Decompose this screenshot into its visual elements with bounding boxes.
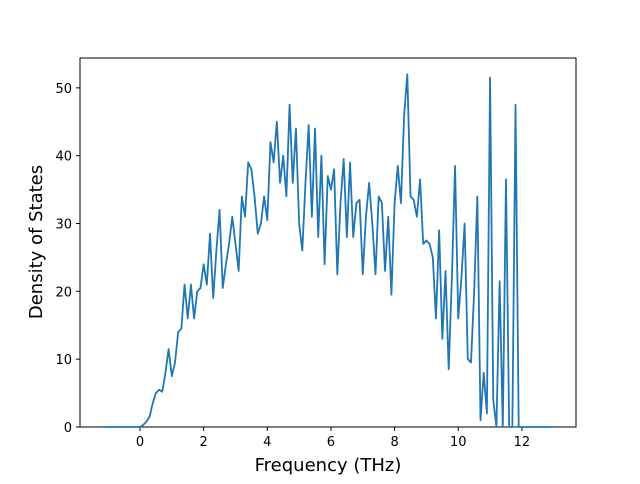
y-tick-label: 40 <box>55 150 72 165</box>
axes-frame <box>79 57 577 428</box>
y-tick-label: 0 <box>64 421 72 436</box>
x-axis-label: Frequency (THz) <box>255 455 402 476</box>
line <box>101 73 554 428</box>
x-tick-label: 4 <box>263 435 271 450</box>
x-tick-label: 12 <box>514 435 531 450</box>
x-tick-label: 0 <box>136 435 144 450</box>
x-tick-label: 2 <box>200 435 208 450</box>
y-tick-label: 50 <box>55 82 72 97</box>
y-tick-label: 10 <box>55 353 72 368</box>
x-tick-label: 10 <box>450 435 467 450</box>
y-tick-label: 30 <box>55 218 72 233</box>
y-axis-label: Density of States <box>26 165 47 319</box>
x-tick-label: 6 <box>327 435 335 450</box>
x-tick-label: 8 <box>390 435 398 450</box>
y-tick-label: 20 <box>55 285 72 300</box>
